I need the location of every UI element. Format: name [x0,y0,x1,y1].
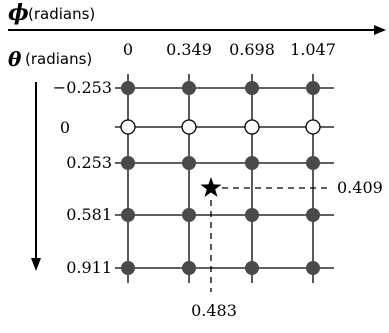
filled-grid-point [182,81,196,95]
filled-grid-point [306,208,320,222]
theta-tick-label: 0 [60,118,70,137]
filled-grid-point [182,156,196,170]
phi-axis-unit: (radians) [28,5,95,23]
filled-grid-point [245,156,259,170]
theta-tick-label: 0.253 [66,153,112,172]
filled-grid-point [121,156,135,170]
target-phi-label: 0.483 [191,301,237,320]
grid-points [120,81,321,275]
phi-tick-label: 0.349 [166,40,212,59]
phi-tick-label: 0 [123,40,133,59]
phi-axis-symbol: ϕ [8,0,29,26]
theta-axis-symbol: θ [8,47,22,71]
phi-axis-arrowhead [374,25,386,35]
filled-grid-point [182,208,196,222]
filled-grid-point [121,261,135,275]
filled-grid-point [121,208,135,222]
open-grid-point [305,119,321,135]
theta-axis-arrowhead [31,258,41,271]
target-star-marker [200,177,222,197]
filled-grid-point [182,261,196,275]
theta-tick-label: 0.581 [66,205,112,224]
theta-tick-label: −0.253 [53,78,112,97]
filled-grid-point [121,81,135,95]
filled-grid-point [306,156,320,170]
filled-grid-point [306,81,320,95]
target-theta-label: 0.409 [337,178,383,197]
open-grid-point [181,119,197,135]
phi-tick-label: 0.698 [229,40,275,59]
filled-grid-point [306,261,320,275]
filled-grid-point [245,208,259,222]
open-grid-point [120,119,136,135]
theta-tick-label: 0.911 [66,258,112,277]
phi-tick-label: 1.047 [290,40,336,59]
open-grid-point [244,119,260,135]
filled-grid-point [245,261,259,275]
grid-lines [115,74,334,283]
filled-grid-point [245,81,259,95]
theta-axis-unit: (radians) [25,50,92,68]
